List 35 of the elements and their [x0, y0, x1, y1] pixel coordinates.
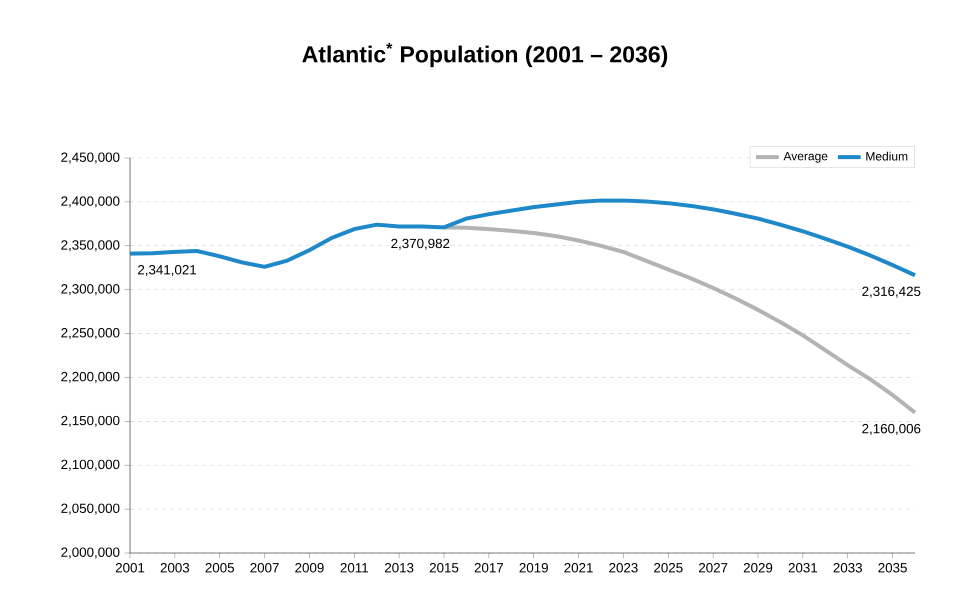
y-tick-label: 2,350,000 [61, 240, 120, 252]
legend-label: Medium [866, 152, 908, 161]
annotation: 2,316,425 [862, 286, 920, 298]
x-tick-label: 2029 [744, 563, 772, 572]
annotation: 2,341,021 [138, 265, 196, 276]
x-tick-label: 2025 [654, 563, 683, 572]
x-tick-label: 2019 [520, 563, 548, 572]
x-tick-label: 2013 [384, 563, 414, 572]
x-tick-label: 2009 [295, 563, 324, 572]
x-tick-label: 2005 [206, 563, 234, 572]
x-tick-label: 2033 [834, 563, 862, 572]
x-tick-label: 2003 [160, 563, 190, 572]
y-tick-label: 2,100,000 [61, 460, 120, 471]
legend-label: Average [783, 152, 828, 163]
y-tick-label: 2,250,000 [61, 328, 120, 340]
y-tick-label: 2,450,000 [61, 152, 120, 164]
x-tick-label: 2017 [474, 563, 504, 572]
chart-title: Atlantic$^{*}$ Population (2001 – 2036) [302, 42, 668, 68]
x-tick-label: 2015 [430, 563, 458, 572]
y-tick-label: 2,300,000 [61, 284, 120, 296]
x-tick-label: 2031 [788, 563, 818, 572]
y-tick-label: 2,050,000 [61, 504, 120, 515]
x-tick-label: 2011 [340, 563, 368, 572]
x-tick-label: 2021 [564, 563, 593, 572]
x-tick-label: 2007 [250, 563, 279, 572]
x-tick-label: 2035 [878, 563, 907, 572]
x-tick-label: 2027 [698, 563, 728, 572]
x-tick-label: 2001 [116, 563, 144, 572]
y-tick-label: 2,400,000 [61, 196, 120, 208]
annotation: 2,370,982 [391, 238, 450, 250]
y-tick-label: 2,150,000 [61, 416, 120, 427]
x-tick-label: 2023 [609, 563, 638, 572]
y-tick-label: 2,200,000 [61, 372, 120, 383]
y-tick-label: 2,000,000 [61, 547, 120, 558]
annotation: 2,160,006 [862, 424, 920, 435]
